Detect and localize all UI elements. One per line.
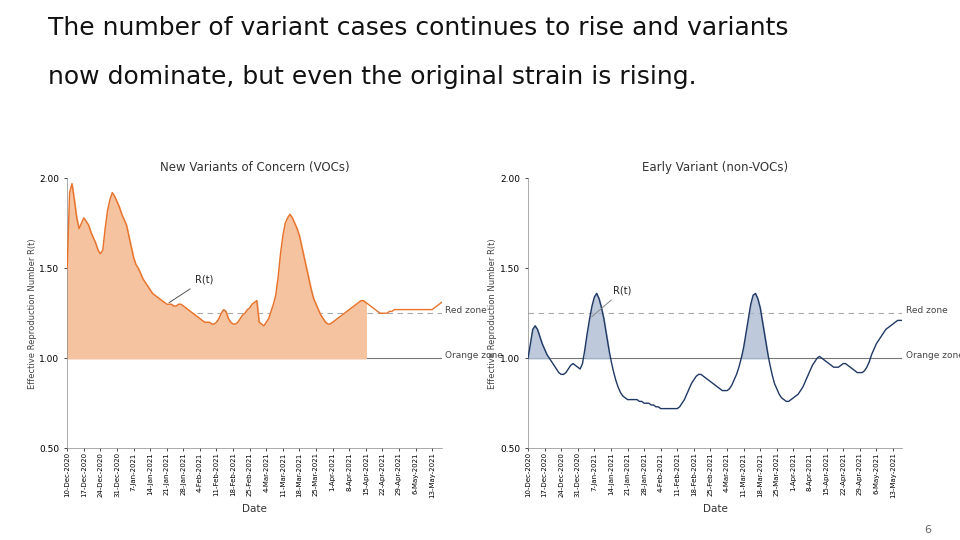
X-axis label: Date: Date (242, 504, 267, 514)
Title: New Variants of Concern (VOCs): New Variants of Concern (VOCs) (159, 161, 349, 174)
Text: now dominate, but even the original strain is rising.: now dominate, but even the original stra… (48, 65, 697, 89)
Text: R(t): R(t) (591, 286, 632, 317)
Y-axis label: Effective Reproduction Number R(t): Effective Reproduction Number R(t) (489, 238, 497, 388)
Y-axis label: Effective Reproduction Number R(t): Effective Reproduction Number R(t) (28, 238, 36, 388)
X-axis label: Date: Date (703, 504, 728, 514)
Text: R(t): R(t) (169, 275, 213, 303)
Text: Orange zone: Orange zone (445, 351, 503, 360)
Text: Red zone: Red zone (906, 306, 948, 315)
Text: The number of variant cases continues to rise and variants: The number of variant cases continues to… (48, 16, 788, 40)
Text: Orange zone: Orange zone (906, 351, 960, 360)
Title: Early Variant (non-VOCs): Early Variant (non-VOCs) (642, 161, 788, 174)
Text: 6: 6 (924, 524, 931, 535)
Text: Red zone: Red zone (445, 306, 487, 315)
